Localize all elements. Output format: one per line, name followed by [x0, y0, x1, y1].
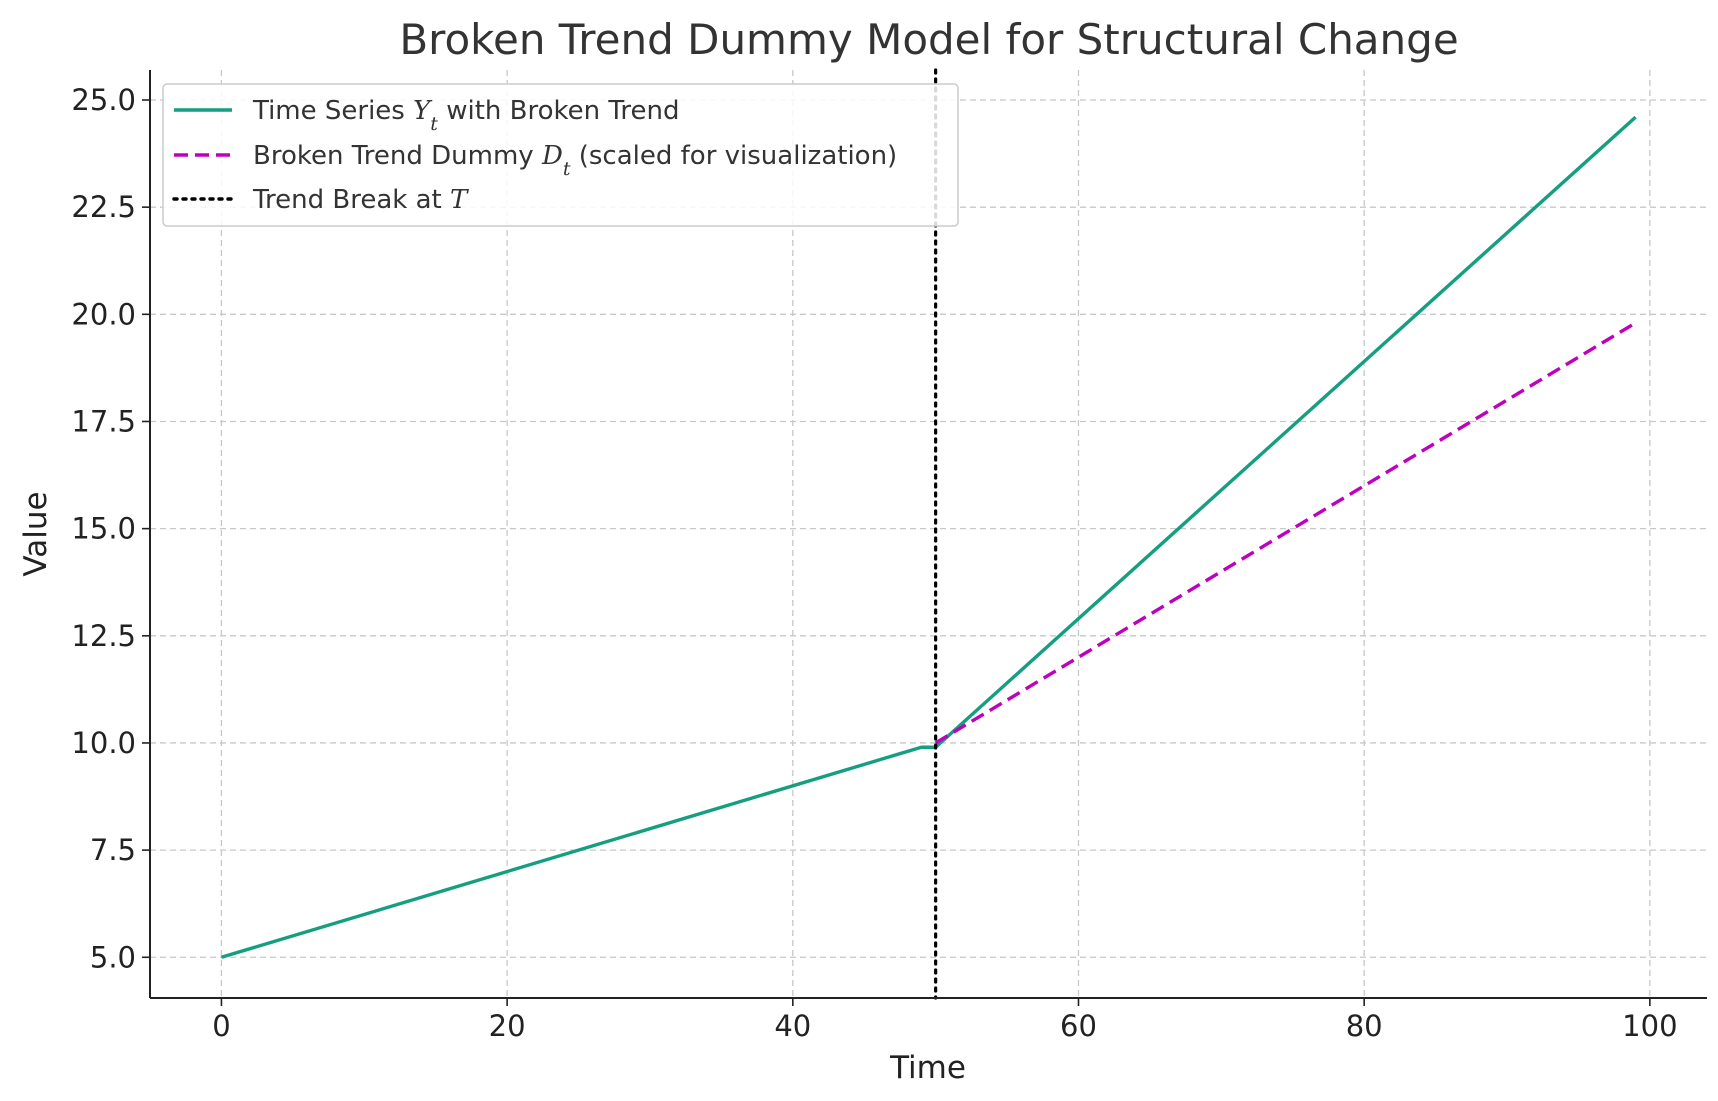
chart-title: Broken Trend Dummy Model for Structural … — [399, 15, 1458, 64]
y-tick-label: 17.5 — [71, 404, 136, 438]
y-axis-label: Value — [18, 491, 54, 576]
x-tick-label: 60 — [1060, 1009, 1097, 1043]
x-ticks: 0 20 40 60 80 100 — [212, 998, 1678, 1043]
x-axis-label: Time — [889, 1050, 966, 1086]
x-tick-label: 0 — [212, 1009, 230, 1043]
y-tick-label: 5.0 — [90, 940, 136, 974]
y-tick-label: 20.0 — [71, 297, 136, 331]
series-line-broken-trend-dummy — [934, 321, 1637, 745]
y-tick-label: 25.0 — [71, 83, 136, 117]
x-tick-label: 20 — [489, 1009, 526, 1043]
legend-box — [162, 83, 959, 227]
legend: Time Series Yt with Broken Trend Broken T… — [162, 83, 959, 227]
x-tick-label: 40 — [774, 1009, 811, 1043]
y-tick-label: 15.0 — [71, 512, 136, 546]
legend-label: Trend Break at T — [252, 185, 469, 215]
axes — [149, 70, 1707, 999]
y-ticks: 5.0 7.5 10.0 12.5 15.0 17.5 20.0 22.5 25.0 — [71, 83, 150, 974]
legend-label: Time Series Yt with Broken Trend — [252, 96, 680, 135]
y-tick-label: 7.5 — [90, 833, 136, 867]
series-line-time-series — [220, 115, 1637, 959]
y-tick-label: 10.0 — [71, 726, 136, 760]
y-tick-label: 12.5 — [71, 619, 136, 653]
x-tick-label: 80 — [1346, 1009, 1383, 1043]
y-tick-label: 22.5 — [71, 190, 136, 224]
x-tick-label: 100 — [1622, 1009, 1677, 1043]
legend-label: Broken Trend Dummy Dt (scaled for visual… — [253, 141, 897, 180]
